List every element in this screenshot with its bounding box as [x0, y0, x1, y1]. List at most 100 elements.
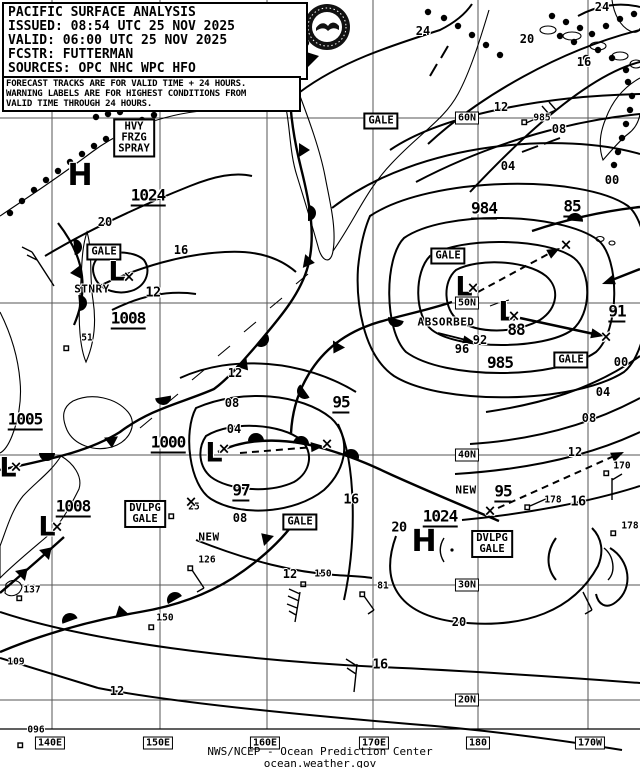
isobar-label: 04 [595, 385, 611, 399]
isobar-label: 12 [109, 684, 125, 698]
pressure-value-label: 97 [232, 480, 251, 502]
isobar-label: 16 [343, 491, 359, 508]
warning-label-gale: GALE [282, 513, 318, 531]
high-center-symbol: H [411, 524, 437, 559]
isobar-label: 12 [282, 567, 298, 581]
isobar-label: 16 [570, 493, 586, 510]
annotation-new: NEW [455, 483, 477, 497]
warning-label-gale: GALE [430, 247, 466, 265]
trough-lines [429, 45, 561, 153]
low-center-symbol: L [498, 296, 516, 328]
pressure-value-label: 1008 [55, 496, 91, 518]
isobar-label: 08 [581, 411, 597, 425]
isobar-label: 08 [232, 511, 248, 525]
pressure-value-label: 1024 [130, 185, 166, 207]
latitude-label-20n: 20N [454, 693, 480, 707]
longitude-label-180: 180 [465, 736, 491, 750]
occluded-front-southwest [0, 522, 295, 654]
pressure-value-label: 985 [487, 353, 514, 372]
low-center-symbol: L [455, 271, 473, 303]
isobar-label: 20 [97, 215, 113, 229]
pressure-value-label: 91 [608, 301, 627, 323]
warning-label-dvlpg-gale: DVLPG GALE [124, 499, 166, 529]
station-report-label: 096 [27, 724, 45, 736]
isobar-label: 96 [454, 342, 470, 356]
latitude-label-40n: 40N [454, 448, 480, 462]
low-center-symbol: L [0, 452, 17, 484]
forecast-position-x: × [184, 492, 198, 511]
issued-line: ISSUED: 08:54 UTC 25 NOV 2025 [8, 18, 235, 34]
station-report-label: 51 [81, 332, 93, 344]
front-symbols [39, 143, 316, 461]
occluded-front-kamchatka [0, 51, 313, 472]
isobar-label: 08 [224, 396, 240, 410]
pressure-value-label: 95 [494, 481, 513, 503]
cold-front-corner [0, 536, 65, 594]
forecast-position-x: × [217, 439, 231, 458]
longitude-label-170w: 170W [574, 736, 606, 750]
notice-block: FORECAST TRACKS ARE FOR VALID TIME + 24 … [2, 76, 301, 113]
forecast-position-x: × [483, 501, 497, 520]
pressure-value-label: 88 [507, 320, 525, 339]
station-report-label: 81 [377, 580, 389, 592]
low-center-symbol: L [108, 256, 126, 288]
notice-line: WARNING LABELS ARE FOR HIGHEST CONDITION… [6, 89, 247, 100]
latitude-label-30n: 30N [454, 578, 480, 592]
stationary-front-sakhalin [57, 222, 84, 326]
warning-label-gale: GALE [363, 112, 399, 130]
isobar-label: 04 [226, 422, 242, 436]
isobar-label: 08 [551, 122, 567, 136]
pressure-value-label: 85 [563, 196, 582, 218]
isobar-label: 12 [567, 445, 583, 459]
forecast-position-x: × [122, 267, 136, 286]
fronts [0, 51, 640, 654]
pressure-value-label: 1005 [7, 409, 43, 431]
isobar-label: 20 [451, 615, 467, 629]
isobar-label: 00 [604, 173, 620, 187]
sources-line: SOURCES: OPC NHC WPC HFO [8, 60, 196, 76]
annotation-absorbed: ABSORBED [417, 315, 475, 329]
station-plots [16, 101, 623, 749]
station-report-label: 178 [544, 494, 562, 506]
isobar-label: 12 [145, 284, 161, 301]
isobar-label: 20 [519, 32, 535, 46]
isobar-label: 16 [372, 656, 388, 673]
station-report-label: 150 [314, 568, 332, 580]
station-report-label: 985 [533, 112, 551, 124]
valid-line: VALID: 06:00 UTC 25 NOV 2025 [8, 32, 228, 48]
annotation-new: NEW [198, 530, 220, 544]
isobar-label: 12 [227, 366, 243, 380]
isobar-label: 16 [576, 55, 592, 69]
front-symbols [62, 533, 274, 624]
longitude-label-140e: 140E [34, 736, 66, 750]
chart-title: PACIFIC SURFACE ANALYSIS [8, 5, 196, 20]
forecaster-line: FCSTR: FUTTERMAN [8, 46, 134, 62]
station-report-label: 170 [613, 460, 631, 472]
isobar-label: 20 [391, 519, 407, 536]
warning-label-gale: GALE [86, 243, 122, 261]
warning-label-hvy-frzg-spray: HVY FRZG SPRAY [113, 118, 155, 158]
station-report-label: 178 [621, 520, 639, 532]
longitude-label-170e: 170E [358, 736, 390, 750]
isobar-label: 24 [594, 0, 610, 14]
longitude-label-160e: 160E [249, 736, 281, 750]
front-symbols [297, 316, 404, 399]
station-report-label: 126 [198, 554, 216, 566]
noaa-logo [300, 4, 350, 69]
isobars [0, 3, 640, 751]
isobar-label: 24 [415, 24, 431, 38]
isobar-label: 00 [613, 355, 629, 369]
isobar-label: 12 [493, 100, 509, 114]
forecast-position-x: × [559, 235, 573, 254]
station-report-label: 109 [7, 656, 25, 668]
station-report-label: 150 [156, 612, 174, 624]
station-report-label: 137 [23, 584, 41, 596]
station-report-label: 25 [188, 501, 200, 513]
low-center-symbol: L [38, 511, 56, 543]
title-block: PACIFIC SURFACE ANALYSIS ISSUED: 08:54 U… [2, 2, 308, 80]
pressure-value-label: 984 [471, 198, 498, 220]
wind-barbs [21, 101, 623, 693]
credit-line: NWS/NCEP - Ocean Prediction Center [207, 745, 433, 758]
isobar-label: 92 [472, 333, 488, 347]
